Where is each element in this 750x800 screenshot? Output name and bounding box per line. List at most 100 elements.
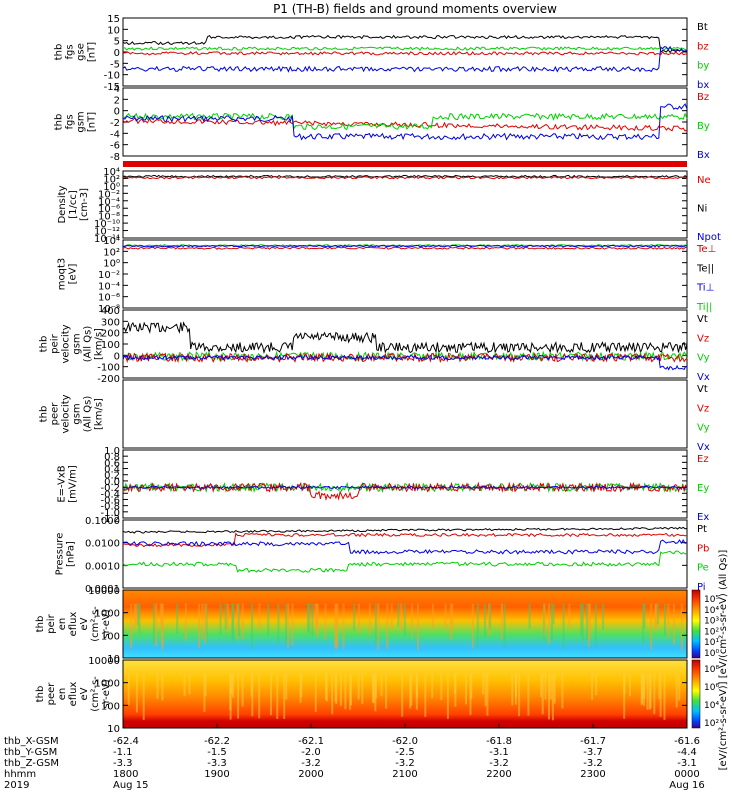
ytick-label: -1.2 bbox=[100, 514, 120, 525]
panel-frame bbox=[122, 449, 688, 519]
trace-ne bbox=[122, 176, 688, 180]
ytick-label: 10² bbox=[103, 174, 120, 185]
colorbar bbox=[691, 589, 701, 659]
spectrogram-streak bbox=[137, 603, 140, 626]
spectrogram-streak bbox=[230, 673, 233, 695]
ytick-label: 10⁻⁸ bbox=[98, 304, 120, 315]
ytick-label: -4 bbox=[110, 129, 120, 140]
ytick-label: 10⁻¹⁰ bbox=[94, 219, 120, 230]
spectrogram-streak bbox=[643, 603, 646, 629]
spectrogram-streak bbox=[553, 673, 556, 704]
spectrogram-streak bbox=[454, 673, 457, 707]
spectrogram-streak bbox=[135, 673, 138, 713]
ytick-label: 0.8 bbox=[104, 452, 120, 463]
panel-frame bbox=[122, 239, 688, 309]
trace-by bbox=[122, 46, 688, 51]
ytick-label: 100 bbox=[101, 340, 120, 351]
spectrogram-streak bbox=[203, 673, 206, 713]
xaxis-value: -62.1 bbox=[298, 736, 324, 747]
ylabel-line: thb bbox=[54, 44, 65, 61]
trace-tiperp bbox=[122, 244, 688, 248]
spectrogram-streak bbox=[232, 603, 235, 643]
spectrogram-streak bbox=[680, 603, 683, 651]
spectrogram-streak bbox=[331, 673, 334, 715]
xaxis-row-name: hhmm bbox=[4, 769, 36, 780]
spectrogram-streak bbox=[335, 603, 338, 650]
ytick-label: -0.4 bbox=[100, 489, 120, 500]
xaxis-value: -2.0 bbox=[301, 747, 321, 758]
trace-vz bbox=[122, 351, 688, 364]
ylabel-line: [nT] bbox=[87, 112, 98, 132]
spectrogram-streak bbox=[424, 673, 427, 717]
colorbar-tick-label: 10⁶ bbox=[704, 683, 719, 693]
spectrogram-streak bbox=[623, 673, 626, 695]
xaxis-value: -2.5 bbox=[395, 747, 415, 758]
ytick-label: 10 bbox=[107, 25, 120, 36]
spectrogram-streak bbox=[335, 673, 338, 704]
ylabel-line: (All Qs) bbox=[83, 396, 94, 433]
panel-efield: 1.00.80.60.40.20.0-0.2-0.4-0.6-0.8-1.0-1… bbox=[57, 446, 710, 525]
ytick-label: 0 bbox=[114, 107, 120, 118]
ytick-label: 10⁻⁶ bbox=[98, 293, 120, 304]
ylabel-line: gsm bbox=[76, 111, 87, 132]
ylabel-line: eV bbox=[79, 687, 90, 700]
spectrogram-streak bbox=[503, 603, 506, 648]
trace-pt bbox=[122, 526, 688, 534]
spectrogram-streak bbox=[451, 603, 454, 634]
colorbar-tick-label: 10³ bbox=[704, 617, 719, 627]
spectrogram-streak bbox=[470, 673, 473, 699]
trace-vx bbox=[122, 354, 688, 371]
legend-pt: Pt bbox=[697, 524, 707, 535]
spectrogram-streak bbox=[594, 603, 597, 648]
spectrogram-streak bbox=[184, 603, 187, 641]
ytick-label: 10 bbox=[107, 724, 120, 735]
spectrogram-streak bbox=[548, 603, 550, 644]
spectrogram-streak bbox=[411, 603, 414, 638]
spectrogram-streak bbox=[241, 673, 244, 707]
spectrogram-streak bbox=[648, 673, 651, 710]
ytick-label: 10⁴ bbox=[103, 236, 120, 247]
xaxis-value: -3.3 bbox=[207, 758, 227, 769]
ytick-label: 2 bbox=[114, 95, 120, 106]
trace-bx bbox=[122, 103, 688, 141]
spectrogram-streak bbox=[549, 673, 552, 700]
ytick-label: 10⁻¹² bbox=[94, 227, 120, 238]
ytick-label: 10⁻² bbox=[98, 189, 120, 200]
ylabel-line: gsm bbox=[72, 403, 83, 424]
spectrogram-streak bbox=[591, 673, 594, 701]
xaxis-value: -1.1 bbox=[113, 747, 133, 758]
trace-vt bbox=[122, 321, 688, 355]
panel-peir-spec: 10000 1000 100 10 thb peir en eflux eV (cm²-s-sr-… bbox=[35, 586, 719, 665]
xaxis-value: -3.2 bbox=[395, 758, 415, 769]
spectrogram-streak bbox=[374, 603, 377, 643]
ylabel-line: en bbox=[57, 688, 68, 701]
trace-teperp bbox=[122, 246, 688, 250]
spectrogram-streak bbox=[287, 603, 290, 649]
ylabel-line: moqt3 bbox=[57, 258, 68, 291]
ytick-label: -6 bbox=[110, 141, 120, 152]
ylabel-line: en bbox=[57, 618, 68, 631]
ylabel-line: E=-VxB bbox=[57, 465, 68, 502]
ytick-label: 100 bbox=[101, 631, 120, 642]
ytick-label: 10⁻¹⁴ bbox=[94, 234, 120, 245]
spectrogram-streak bbox=[311, 603, 314, 637]
ytick-label: 10⁻⁸ bbox=[98, 212, 120, 223]
spectrogram-streak bbox=[226, 603, 229, 632]
legend-by: By bbox=[697, 121, 710, 132]
ylabel-line: thb bbox=[54, 114, 65, 131]
ytick-label: 1000 bbox=[95, 609, 120, 620]
ytick-label: 0 bbox=[114, 48, 120, 59]
ylabel-line: peir bbox=[46, 613, 57, 633]
xaxis-value: -62.4 bbox=[113, 736, 139, 747]
legend-ez: Ez bbox=[697, 454, 709, 465]
legend-bx: Bx bbox=[697, 150, 710, 161]
legend-ey: Ey bbox=[697, 483, 709, 494]
ytick-label: 10⁴ bbox=[103, 167, 120, 178]
spectrogram-streak bbox=[224, 603, 227, 630]
spectrogram-streak bbox=[270, 673, 272, 716]
spectrogram-streak bbox=[431, 673, 434, 699]
legend-by: by bbox=[697, 61, 709, 72]
spectrogram-streak bbox=[654, 603, 657, 628]
ylabel-line: [nT] bbox=[87, 42, 98, 62]
